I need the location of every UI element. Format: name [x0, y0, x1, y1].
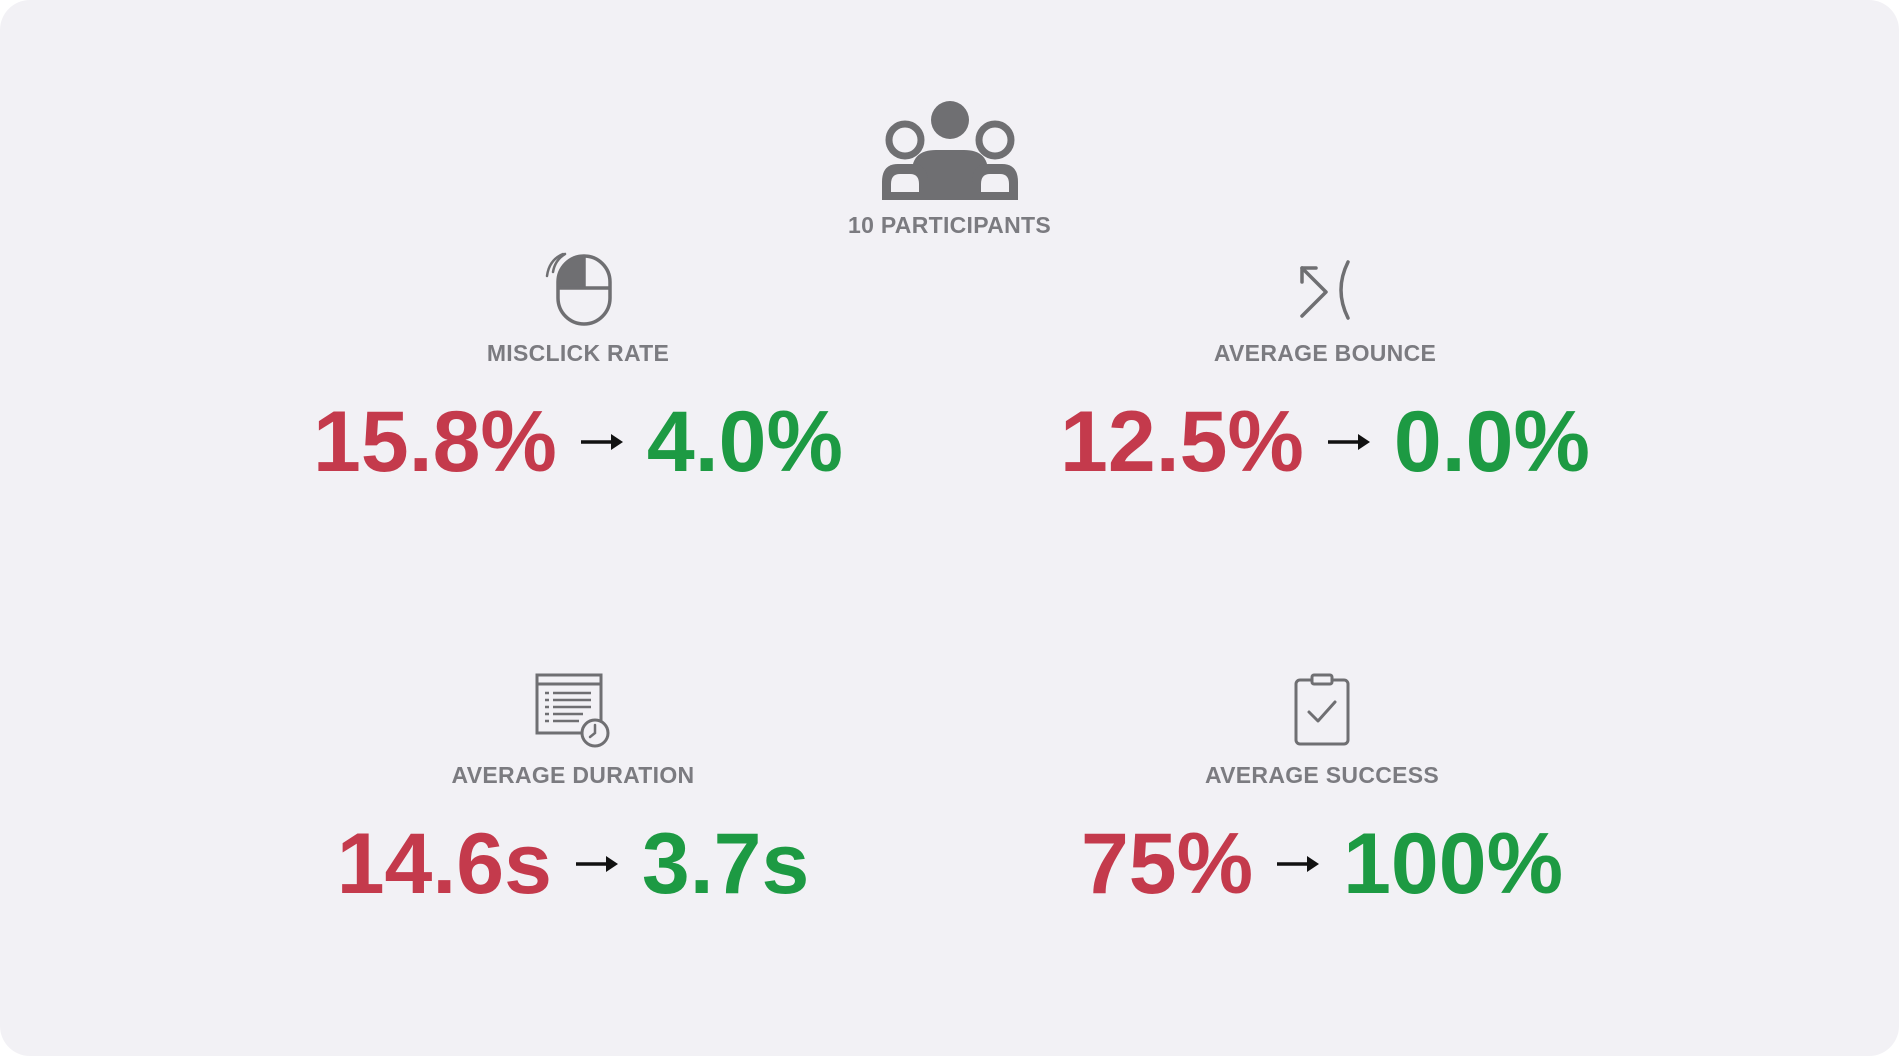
average-success-values: 75% 100% [942, 821, 1702, 907]
misclick-rate-before: 15.8% [313, 394, 557, 490]
clipboard-check-icon [1294, 673, 1350, 746]
participants-label: 10 PARTICIPANTS [847, 212, 1051, 238]
metric-average-bounce: AVERAGE BOUNCE 12.5% 0.0% [945, 250, 1705, 485]
arrow-right-icon [1327, 434, 1370, 450]
average-duration-after: 3.7s [641, 816, 810, 912]
bounce-arrow-icon [1300, 260, 1350, 320]
average-success-label: AVERAGE SUCCESS [1204, 762, 1440, 788]
average-success-after: 100% [1343, 816, 1564, 912]
document-clock-icon [535, 673, 610, 748]
average-bounce-values: 12.5% 0.0% [945, 399, 1705, 485]
average-success-before: 75% [1080, 816, 1254, 912]
participants-header: 10 PARTICIPANTS [0, 100, 1899, 239]
average-bounce-after: 0.0% [1393, 394, 1590, 490]
average-duration-before: 14.6s [336, 816, 552, 912]
arrow-right-icon [580, 434, 623, 450]
metric-misclick-rate: MISCLICK RATE 15.8% 4.0% [198, 250, 958, 485]
average-bounce-before: 12.5% [1060, 394, 1304, 490]
arrow-right-icon [575, 856, 618, 872]
group-people-icon [881, 101, 1018, 200]
metric-average-duration: AVERAGE DURATION 14.6s 3.7s [193, 672, 953, 907]
metric-average-success: AVERAGE SUCCESS 75% 100% [942, 672, 1702, 907]
average-duration-label: AVERAGE DURATION [451, 762, 695, 788]
misclick-rate-label: MISCLICK RATE [486, 340, 670, 366]
average-bounce-label: AVERAGE BOUNCE [1213, 340, 1437, 366]
mouse-click-icon [545, 252, 612, 326]
average-duration-values: 14.6s 3.7s [193, 821, 953, 907]
misclick-rate-values: 15.8% 4.0% [198, 399, 958, 485]
misclick-rate-after: 4.0% [646, 394, 843, 490]
arrow-right-icon [1277, 856, 1320, 872]
